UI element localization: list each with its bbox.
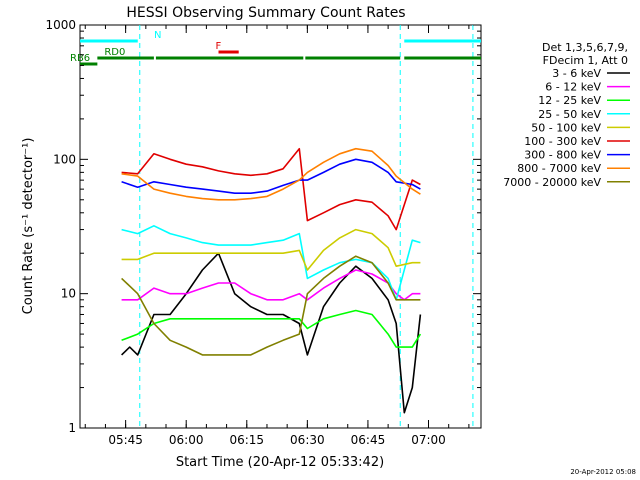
series-line-0	[121, 252, 422, 414]
x-tick-label-5: 07:00	[411, 433, 446, 447]
x-tick-label-1: 06:00	[169, 433, 204, 447]
flag-label-f: F	[216, 41, 222, 52]
legend-label-7: 800 - 7000 keV	[517, 162, 601, 175]
legend-label-3: 25 - 50 keV	[538, 108, 601, 121]
x-axis-label: Start Time (20-Apr-12 05:33:42)	[176, 455, 384, 470]
legend-label-5: 100 - 300 keV	[524, 135, 601, 148]
legend-header-line-1: Det 1,3,5,6,7,9,	[542, 41, 628, 54]
series-line-2	[121, 309, 422, 348]
y-tick-label-0: 1	[68, 421, 76, 435]
legend-label-0: 3 - 6 keV	[552, 67, 601, 80]
y-tick-label-2: 100	[53, 152, 76, 166]
footer-timestamp: 20-Apr-2012 05:08	[570, 468, 636, 476]
series-line-7	[121, 147, 421, 201]
flag-label-n: N	[154, 30, 161, 41]
legend-label-8: 7000 - 20000 keV	[503, 176, 601, 189]
x-tick-label-3: 06:30	[290, 433, 325, 447]
y-axis-label: Count Rate (s⁻¹ detector⁻¹)	[21, 138, 36, 315]
instrument-flags: N F RD0 RB6	[70, 30, 481, 66]
chart-title: HESSI Observing Summary Count Rates	[126, 5, 405, 21]
flag-label-rb6: RB6	[70, 53, 90, 64]
legend-label-4: 50 - 100 keV	[531, 121, 601, 134]
legend-label-1: 6 - 12 keV	[545, 81, 601, 94]
y-tick-label-1: 10	[61, 287, 76, 301]
series-line-4	[121, 228, 421, 271]
legend: Det 1,3,5,6,7,9, FDecim 1, Att 0 3 - 6 k…	[503, 41, 630, 189]
x-tick-label-2: 06:15	[229, 433, 264, 447]
legend-label-6: 300 - 800 keV	[524, 149, 601, 162]
series-line-5	[121, 147, 421, 231]
x-tick-label-4: 06:45	[351, 433, 386, 447]
night-markers	[139, 25, 474, 428]
series-line-3	[121, 225, 421, 301]
series-line-1	[121, 269, 421, 301]
plot-area	[79, 24, 482, 429]
y-axis: 1 10 100 1000	[45, 18, 481, 435]
flag-label-rd0: RD0	[104, 47, 125, 58]
series-line-8	[121, 255, 421, 356]
legend-label-2: 12 - 25 keV	[538, 94, 601, 107]
y-tick-label-3: 1000	[45, 18, 76, 32]
series-lines	[121, 147, 422, 414]
x-axis: 05:45 06:00 06:15 06:30 06:45 07:00	[84, 25, 470, 447]
legend-header-line-2: FDecim 1, Att 0	[543, 54, 628, 67]
x-tick-label-0: 05:45	[108, 433, 143, 447]
series-line-6	[121, 158, 421, 194]
